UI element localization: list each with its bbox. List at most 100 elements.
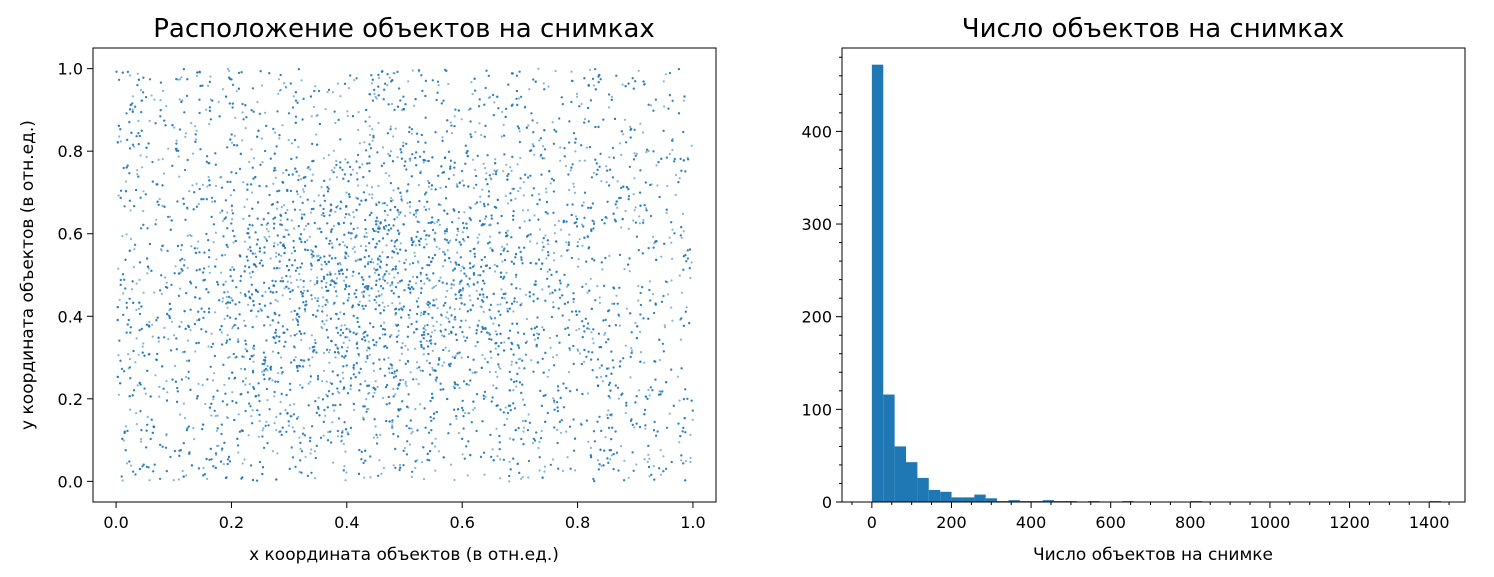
scatter-point [575, 92, 579, 95]
scatter-point [281, 124, 284, 127]
scatter-point [414, 255, 417, 258]
scatter-point [142, 190, 145, 193]
scatter-point [427, 185, 430, 188]
scatter-point [670, 279, 673, 282]
scatter-point [133, 248, 136, 251]
scatter-point [290, 142, 294, 145]
scatter-point [347, 255, 350, 258]
scatter-point [521, 475, 524, 479]
scatter-point [324, 414, 327, 417]
scatter-point [447, 317, 450, 320]
scatter-point [130, 288, 134, 291]
scatter-point [499, 458, 502, 461]
scatter-point [124, 425, 127, 428]
scatter-point [508, 437, 512, 440]
scatter-point [627, 227, 630, 230]
scatter-point [453, 308, 456, 311]
scatter-point [389, 150, 393, 153]
scatter-point [678, 177, 681, 180]
scatter-point [328, 361, 331, 364]
scatter-point [622, 133, 625, 136]
scatter-point [137, 119, 140, 122]
scatter-point [320, 286, 324, 289]
scatter-point [639, 122, 642, 125]
scatter-point [125, 462, 128, 465]
scatter-point [272, 182, 275, 185]
scatter-point [408, 263, 411, 266]
scatter-point [581, 223, 584, 226]
scatter-point [376, 220, 380, 223]
scatter-point [382, 275, 385, 279]
scatter-point [505, 163, 508, 166]
scatter-point [314, 297, 317, 300]
scatter-point [494, 370, 497, 374]
scatter-point [308, 235, 311, 238]
scatter-point [183, 258, 186, 262]
scatter-point [281, 294, 284, 297]
scatter-point [583, 360, 586, 363]
scatter-point [461, 453, 464, 456]
scatter-point [179, 248, 183, 251]
scatter-point [643, 361, 646, 364]
scatter-point [624, 209, 627, 213]
scatter-point [137, 353, 140, 356]
scatter-point [220, 175, 223, 178]
scatter-point [508, 460, 511, 463]
scatter-point [277, 78, 281, 81]
scatter-point [197, 240, 200, 243]
scatter-point [565, 430, 568, 433]
scatter-point [243, 205, 246, 209]
scatter-point [211, 200, 214, 203]
scatter-point [271, 450, 274, 453]
scatter-point [536, 121, 539, 124]
scatter-point [437, 84, 440, 87]
scatter-point [538, 469, 541, 472]
scatter-point [601, 268, 604, 271]
scatter-point [383, 321, 386, 324]
scatter-point [425, 359, 428, 362]
scatter-point [521, 398, 525, 401]
scatter-point [310, 249, 313, 252]
scatter-point [314, 85, 317, 88]
scatter-point [274, 298, 277, 302]
scatter-point [604, 436, 607, 439]
scatter-point [578, 159, 581, 162]
scatter-point [659, 449, 662, 452]
scatter-point [639, 351, 643, 354]
scatter-point [545, 187, 548, 190]
scatter-point [118, 298, 121, 301]
scatter-point [553, 259, 556, 262]
scatter-point [290, 219, 293, 222]
scatter-point [662, 80, 665, 83]
scatter-point [215, 429, 218, 432]
scatter-point [659, 473, 663, 476]
scatter-point [647, 453, 650, 456]
scatter-point [546, 270, 549, 273]
scatter-point [215, 258, 218, 261]
scatter-point [210, 414, 213, 417]
scatter-point [135, 423, 138, 426]
scatter-point [410, 432, 413, 435]
scatter-point [148, 119, 151, 122]
scatter-point [552, 397, 555, 400]
scatter-point [457, 230, 460, 233]
scatter-point [523, 220, 526, 223]
scatter-point [262, 427, 265, 430]
scatter-point [504, 194, 507, 198]
scatter-point [259, 307, 262, 310]
scatter-point [501, 110, 504, 113]
scatter-point [461, 231, 465, 234]
scatter-point [627, 476, 630, 479]
scatter-point [514, 276, 518, 279]
scatter-point [273, 422, 276, 425]
scatter-point [364, 245, 368, 248]
scatter-point [225, 295, 228, 298]
scatter-point [416, 260, 419, 263]
scatter-point [191, 184, 194, 187]
scatter-point [633, 177, 636, 180]
scatter-point [446, 249, 449, 252]
scatter-point [368, 193, 371, 196]
scatter-point [186, 266, 189, 269]
scatter-point [648, 394, 651, 397]
scatter-point [177, 478, 180, 481]
